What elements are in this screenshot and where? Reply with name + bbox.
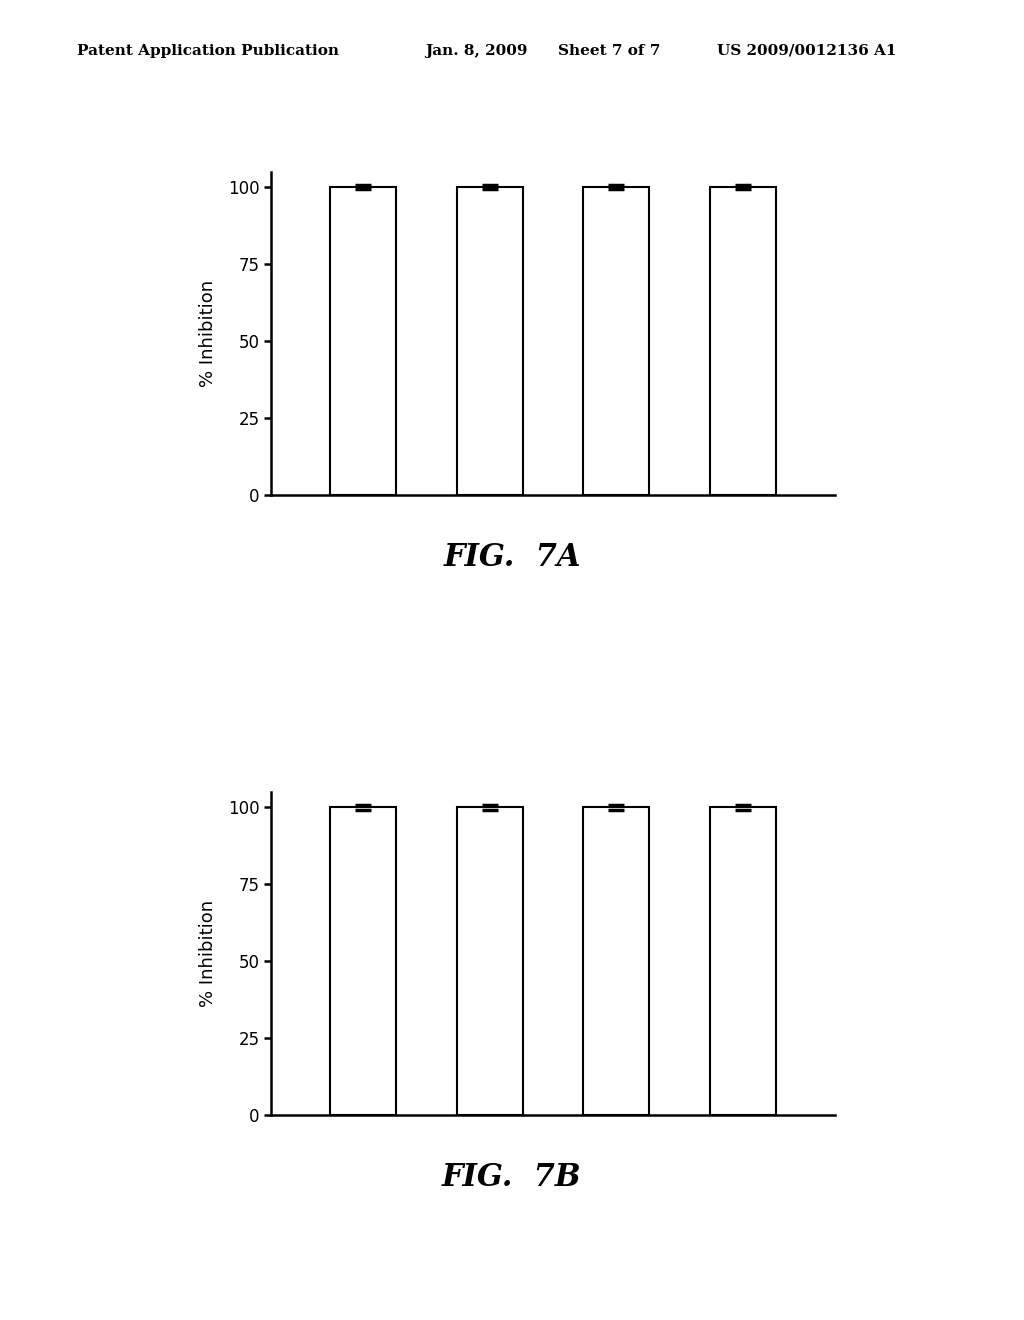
Bar <box>711 808 776 1115</box>
Y-axis label: % Inhibition: % Inhibition <box>199 900 217 1007</box>
Bar <box>457 808 522 1115</box>
Text: FIG.  7A: FIG. 7A <box>443 541 581 573</box>
Text: FIG.  7B: FIG. 7B <box>442 1162 582 1193</box>
Text: Patent Application Publication: Patent Application Publication <box>77 44 339 58</box>
Text: US 2009/0012136 A1: US 2009/0012136 A1 <box>717 44 896 58</box>
Bar <box>711 187 776 495</box>
Bar <box>457 187 522 495</box>
Text: Jan. 8, 2009: Jan. 8, 2009 <box>425 44 527 58</box>
Bar <box>584 187 649 495</box>
Bar <box>330 187 395 495</box>
Bar <box>584 808 649 1115</box>
Y-axis label: % Inhibition: % Inhibition <box>199 280 217 387</box>
Text: Sheet 7 of 7: Sheet 7 of 7 <box>558 44 660 58</box>
Bar <box>330 808 395 1115</box>
